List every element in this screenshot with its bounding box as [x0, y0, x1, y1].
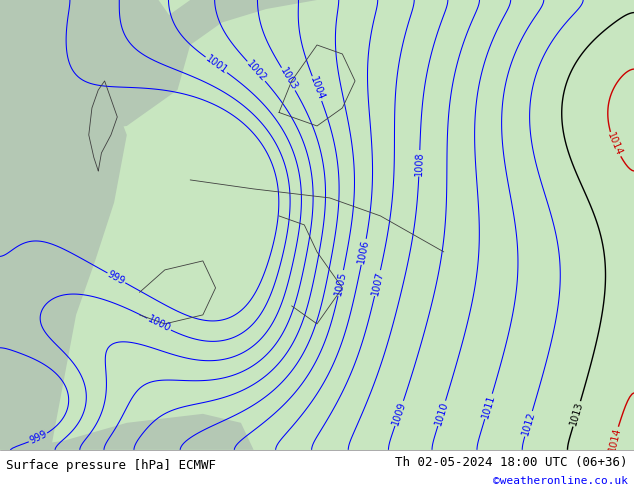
Text: 1010: 1010: [434, 400, 450, 426]
Text: 1009: 1009: [391, 400, 408, 427]
Text: 1011: 1011: [480, 393, 497, 419]
Text: 1007: 1007: [370, 270, 385, 296]
Text: 999: 999: [28, 429, 49, 446]
Text: 1008: 1008: [414, 151, 425, 176]
Polygon shape: [0, 414, 254, 450]
Text: 1004: 1004: [308, 75, 326, 102]
Polygon shape: [152, 0, 317, 54]
Text: 1014: 1014: [607, 426, 623, 452]
Text: 1013: 1013: [569, 401, 585, 427]
Text: 1014: 1014: [605, 131, 624, 158]
Text: 1012: 1012: [521, 411, 537, 437]
Text: 1002: 1002: [244, 59, 268, 84]
Text: 1001: 1001: [204, 53, 229, 76]
Polygon shape: [0, 0, 127, 450]
Text: Surface pressure [hPa] ECMWF: Surface pressure [hPa] ECMWF: [6, 460, 216, 472]
Text: 1000: 1000: [146, 314, 172, 334]
Text: 1006: 1006: [356, 239, 371, 265]
Text: Th 02-05-2024 18:00 UTC (06+36): Th 02-05-2024 18:00 UTC (06+36): [395, 456, 628, 469]
Polygon shape: [0, 0, 190, 135]
Text: 1003: 1003: [278, 66, 299, 92]
Text: ©weatheronline.co.uk: ©weatheronline.co.uk: [493, 476, 628, 486]
Text: 999: 999: [106, 269, 127, 287]
Text: 1005: 1005: [333, 270, 348, 296]
